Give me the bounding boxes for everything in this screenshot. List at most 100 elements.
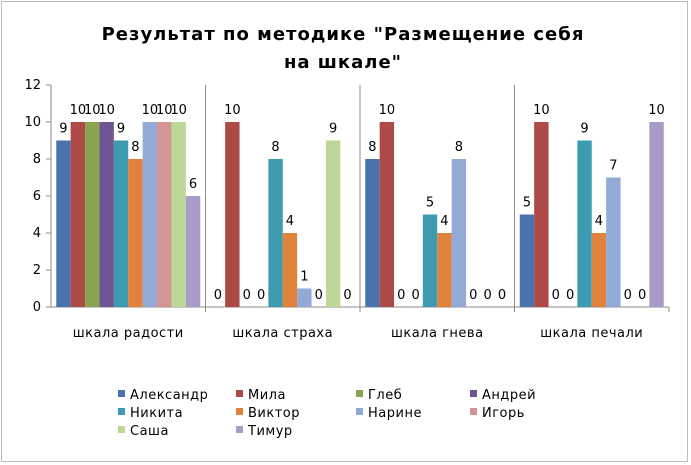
data-label: 9 bbox=[59, 122, 67, 137]
bar bbox=[534, 122, 549, 307]
legend-swatch bbox=[470, 408, 477, 415]
bar bbox=[225, 122, 240, 307]
bar bbox=[422, 214, 438, 307]
legend-swatch bbox=[356, 408, 363, 415]
data-label: 0 bbox=[214, 288, 222, 303]
data-label: 0 bbox=[243, 288, 251, 303]
y-tick-label: 12 bbox=[24, 78, 41, 93]
data-label: 7 bbox=[609, 159, 617, 174]
category-label: шкала страха bbox=[232, 326, 333, 341]
legend-swatch bbox=[118, 390, 125, 397]
bar bbox=[171, 122, 186, 307]
legend-entry: Мила bbox=[248, 388, 286, 403]
data-label: 10 bbox=[156, 103, 173, 118]
data-label: 8 bbox=[368, 140, 376, 155]
legend-entry: Нарине bbox=[368, 406, 422, 421]
legend-swatch bbox=[356, 390, 363, 397]
data-label: 0 bbox=[484, 288, 492, 303]
data-label: 10 bbox=[70, 103, 87, 118]
legend-swatch bbox=[118, 426, 125, 433]
data-label: 0 bbox=[343, 288, 351, 303]
legend-entry: Виктор bbox=[248, 406, 300, 421]
category-label: шкала печали bbox=[540, 326, 643, 341]
data-label: 10 bbox=[98, 103, 115, 118]
bar bbox=[282, 233, 298, 307]
data-label: 0 bbox=[566, 288, 574, 303]
y-tick-label: 8 bbox=[33, 152, 41, 167]
data-label: 8 bbox=[271, 140, 279, 155]
data-label: 0 bbox=[397, 288, 405, 303]
legend-entry: Александр bbox=[130, 388, 208, 403]
data-label: 1 bbox=[300, 270, 308, 285]
data-label: 0 bbox=[469, 288, 477, 303]
bar bbox=[365, 159, 380, 307]
data-label: 9 bbox=[329, 122, 337, 137]
bar bbox=[591, 233, 607, 307]
bar bbox=[297, 288, 312, 307]
data-label: 10 bbox=[170, 103, 187, 118]
bar bbox=[185, 196, 201, 307]
data-label: 4 bbox=[440, 214, 448, 229]
data-label: 9 bbox=[117, 122, 125, 137]
data-label: 0 bbox=[552, 288, 560, 303]
legend-swatch bbox=[236, 390, 243, 397]
legend-swatch bbox=[118, 408, 125, 415]
data-label: 0 bbox=[257, 288, 265, 303]
data-label: 10 bbox=[84, 103, 101, 118]
legend-entry: Глеб bbox=[368, 388, 402, 403]
bar bbox=[128, 159, 143, 307]
legend-swatch bbox=[236, 408, 243, 415]
data-label: 5 bbox=[426, 196, 434, 211]
data-label: 9 bbox=[580, 122, 588, 137]
category-label: шкала гнева bbox=[391, 326, 484, 341]
legend-swatch bbox=[236, 426, 243, 433]
legend-entry: Саша bbox=[130, 424, 169, 439]
legend-entry: Никита bbox=[130, 406, 183, 421]
bar bbox=[99, 122, 114, 307]
legend-entry: Андрей bbox=[482, 388, 536, 403]
bar bbox=[157, 122, 172, 307]
bar bbox=[142, 122, 158, 307]
bar bbox=[519, 214, 535, 307]
bar bbox=[379, 122, 395, 307]
bar bbox=[85, 122, 100, 307]
legend: Александр Мила Глеб Андрей Никита Виктор Нарин… bbox=[118, 388, 536, 439]
legend-swatch bbox=[470, 390, 477, 397]
category-label: шкала радости bbox=[73, 326, 184, 341]
bar bbox=[606, 177, 621, 307]
data-label: 0 bbox=[412, 288, 420, 303]
chart-title-line-2: на шкале" bbox=[284, 52, 402, 73]
data-label: 4 bbox=[286, 214, 294, 229]
data-label: 10 bbox=[648, 103, 665, 118]
y-tick-label: 2 bbox=[33, 263, 41, 278]
legend-entry: Тимур bbox=[247, 424, 293, 439]
bar bbox=[268, 159, 283, 307]
chart-title-line-1: Результат по методике "Размещение себя bbox=[102, 24, 585, 45]
bar bbox=[649, 122, 664, 307]
data-label: 10 bbox=[142, 103, 159, 118]
data-label: 0 bbox=[638, 288, 646, 303]
y-tick-label: 10 bbox=[24, 115, 41, 130]
bar bbox=[451, 159, 467, 307]
data-label: 0 bbox=[624, 288, 632, 303]
y-tick-label: 0 bbox=[33, 300, 41, 315]
legend-entry: Игорь bbox=[482, 406, 525, 421]
data-label: 10 bbox=[379, 103, 396, 118]
y-tick-label: 4 bbox=[33, 226, 41, 241]
data-label: 8 bbox=[455, 140, 463, 155]
data-label: 8 bbox=[131, 140, 139, 155]
bar bbox=[56, 140, 71, 307]
data-label: 0 bbox=[315, 288, 323, 303]
bar bbox=[113, 140, 129, 307]
y-tick-label: 6 bbox=[33, 189, 41, 204]
bar bbox=[437, 233, 452, 307]
data-label: 10 bbox=[533, 103, 550, 118]
data-label: 4 bbox=[595, 214, 603, 229]
bar bbox=[325, 140, 341, 307]
data-label: 6 bbox=[189, 177, 197, 192]
data-label: 5 bbox=[523, 196, 531, 211]
bar bbox=[70, 122, 86, 307]
data-label: 0 bbox=[498, 288, 506, 303]
